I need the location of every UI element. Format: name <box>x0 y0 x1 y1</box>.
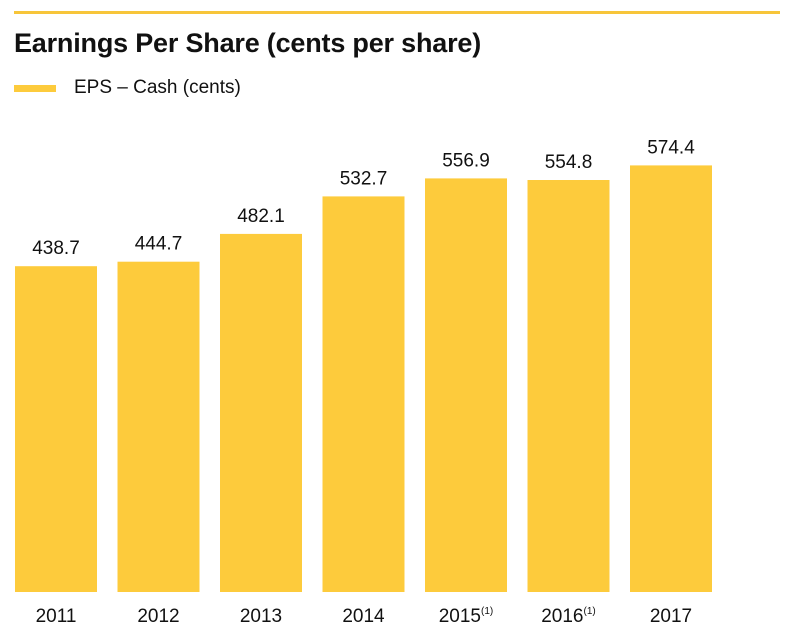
footnote-marker-2015: (1) <box>481 606 493 617</box>
bar-2015 <box>425 178 507 592</box>
x-label-2016: 2016(1) <box>541 606 596 627</box>
legend-swatch <box>14 84 56 92</box>
x-label-2017: 2017 <box>650 606 692 627</box>
x-axis-labels: 2011 2012 2013 2014 2015(1) 2016(1) 2017 <box>36 606 693 627</box>
value-labels-layer: 438.7 444.7 482.1 532.7 556.9 554.8 574.4 <box>32 137 695 259</box>
bar-2011 <box>15 266 97 592</box>
bar-2016 <box>527 180 610 592</box>
top-rule <box>14 11 780 14</box>
value-label-2011: 438.7 <box>32 238 80 259</box>
value-label-2017: 574.4 <box>647 137 695 158</box>
value-label-2016: 554.8 <box>545 152 593 173</box>
value-label-2014: 532.7 <box>340 168 388 189</box>
x-label-2015: 2015(1) <box>439 606 494 627</box>
bars-layer <box>15 165 712 592</box>
value-label-2013: 482.1 <box>237 206 285 227</box>
x-label-2012: 2012 <box>137 606 179 627</box>
value-label-2015: 556.9 <box>442 150 490 171</box>
bar-2013 <box>220 233 302 592</box>
footnote-marker-2016: (1) <box>584 606 596 617</box>
x-label-2013: 2013 <box>240 606 282 627</box>
value-label-2012: 444.7 <box>135 234 183 255</box>
x-label-2011: 2011 <box>36 606 77 627</box>
bar-2012 <box>117 261 200 592</box>
bar-2017 <box>630 165 712 592</box>
bar-2014 <box>322 196 405 592</box>
chart-title: Earnings Per Share (cents per share) <box>14 28 481 58</box>
legend-label: EPS – Cash (cents) <box>74 77 241 98</box>
x-label-2014: 2014 <box>342 606 385 627</box>
legend: EPS – Cash (cents) <box>14 76 241 100</box>
